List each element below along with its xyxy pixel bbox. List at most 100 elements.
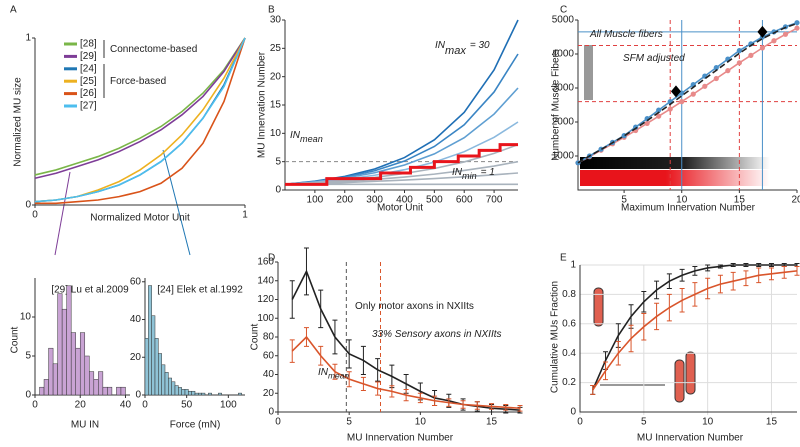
annotation-text: Connectome-based bbox=[110, 44, 197, 55]
annotation-text: All Muscle fibers bbox=[589, 29, 663, 40]
y-tick-label: 20 bbox=[263, 388, 275, 399]
panel-label: D bbox=[268, 253, 275, 264]
legend-label: [29] bbox=[80, 51, 97, 62]
panel-label: A bbox=[10, 5, 17, 16]
axes bbox=[577, 20, 797, 191]
y-tick-label: 5000 bbox=[552, 15, 575, 26]
bar bbox=[218, 392, 222, 396]
marker bbox=[794, 25, 800, 31]
annotation: INmean bbox=[318, 367, 349, 381]
x-tick-label: 20 bbox=[75, 400, 87, 411]
error-bar bbox=[641, 313, 647, 341]
error-bar bbox=[730, 263, 736, 267]
bar bbox=[154, 338, 159, 396]
bar bbox=[201, 392, 206, 396]
marker bbox=[736, 48, 742, 54]
y-tick-label: 15 bbox=[270, 100, 282, 111]
annotation-text: Force-based bbox=[110, 76, 166, 87]
x-tick-label: 5 bbox=[641, 417, 647, 428]
legend-label: [27] bbox=[80, 101, 97, 112]
bar bbox=[93, 379, 99, 396]
y-tick-label: 0 bbox=[25, 200, 31, 211]
bar bbox=[171, 381, 176, 396]
y-tick-label: 1000 bbox=[552, 151, 575, 162]
y-tick-label: 0 bbox=[25, 390, 31, 401]
bar bbox=[116, 386, 122, 396]
bar bbox=[198, 392, 202, 396]
error-bar bbox=[332, 319, 338, 355]
error-bar bbox=[756, 267, 762, 284]
y-tick-label: 120 bbox=[257, 294, 274, 305]
error-bar bbox=[375, 358, 381, 382]
panel-label: B bbox=[268, 5, 275, 16]
y-tick-label: 1 bbox=[570, 260, 576, 271]
x-tick-label: 15 bbox=[766, 417, 778, 428]
error-bar bbox=[460, 400, 466, 409]
y-tick-label: 0.2 bbox=[562, 377, 576, 388]
annotation-subscript: min bbox=[462, 171, 477, 181]
error-bar bbox=[628, 304, 634, 329]
bar bbox=[144, 338, 149, 396]
chart-title: [24] Elek et al.1992 bbox=[157, 285, 243, 296]
annotation-text: SFM adjusted bbox=[623, 53, 685, 64]
marker bbox=[690, 91, 696, 97]
bar bbox=[84, 355, 90, 396]
x-tick-label: 400 bbox=[396, 195, 413, 206]
series-line bbox=[34, 37, 246, 176]
x-tick-label: 40 bbox=[120, 400, 132, 411]
annotation-text: IN bbox=[318, 367, 329, 378]
marker bbox=[757, 25, 768, 38]
axes bbox=[34, 38, 245, 206]
error-bar bbox=[730, 271, 736, 291]
x-tick-label: 0 bbox=[32, 400, 38, 411]
bar bbox=[191, 390, 196, 396]
error-bar bbox=[692, 282, 698, 307]
error-bar bbox=[781, 265, 787, 279]
error-bar bbox=[474, 401, 480, 410]
error-bar bbox=[590, 385, 596, 395]
bar bbox=[168, 377, 172, 396]
x-tick-label: 200 bbox=[336, 195, 353, 206]
annotation-text: IN bbox=[435, 40, 446, 51]
marker bbox=[667, 106, 673, 112]
fiber-icon bbox=[593, 287, 604, 327]
gradient-bar bbox=[580, 157, 770, 169]
y-axis-label: Count bbox=[10, 326, 21, 353]
marker bbox=[679, 99, 685, 105]
bar bbox=[107, 386, 113, 396]
y-tick-label: 0.6 bbox=[562, 318, 576, 329]
marker bbox=[725, 68, 731, 74]
marker bbox=[759, 45, 766, 51]
y-tick-label: 0 bbox=[275, 185, 281, 196]
marker bbox=[656, 107, 662, 113]
series-line bbox=[35, 37, 246, 205]
error-bar bbox=[717, 274, 723, 294]
x-axis-label: Normalized Motor Unit bbox=[90, 213, 190, 224]
bar bbox=[151, 315, 156, 396]
bar bbox=[194, 392, 199, 396]
annotation: 33% Sensory axons in NXIIts bbox=[372, 329, 502, 340]
x-tick-label: 700 bbox=[486, 195, 503, 206]
error-bar bbox=[768, 263, 774, 267]
error-bar bbox=[666, 273, 672, 290]
y-tick-label: 60 bbox=[130, 276, 142, 287]
error-bar bbox=[641, 290, 647, 313]
annotation-subscript: mean bbox=[300, 134, 323, 144]
y-tick-label: 40 bbox=[130, 314, 142, 325]
y-tick-label: 60 bbox=[263, 350, 275, 361]
x-tick-label: 0 bbox=[577, 417, 583, 428]
x-axis-label: MU Innervation Number bbox=[347, 433, 454, 444]
x-tick-label: 20 bbox=[791, 195, 800, 206]
x-tick-label: 100 bbox=[307, 195, 324, 206]
x-tick-label: 0 bbox=[32, 210, 38, 221]
panel-label: E bbox=[560, 253, 567, 264]
x-tick-label: 0 bbox=[142, 400, 148, 411]
y-tick-label: 5 bbox=[275, 156, 281, 167]
y-axis-label: Normalized MU size bbox=[13, 77, 24, 167]
marker bbox=[748, 52, 754, 58]
error-bar bbox=[346, 339, 352, 369]
y-axis-label: MU Innervation Number bbox=[257, 51, 268, 158]
series-line bbox=[285, 143, 518, 186]
error-bar bbox=[289, 280, 295, 319]
marker bbox=[771, 38, 777, 44]
